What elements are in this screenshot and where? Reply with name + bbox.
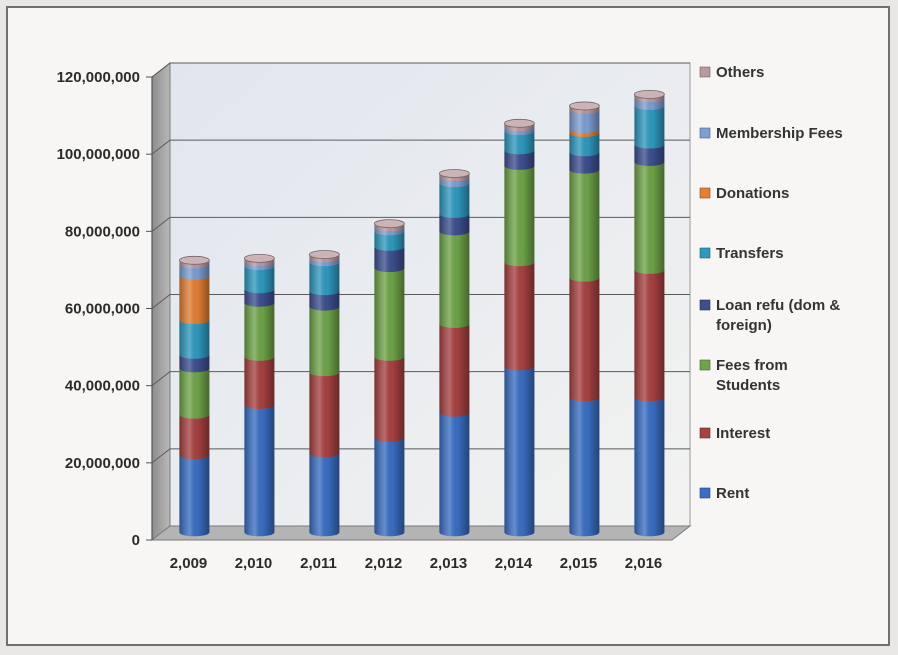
bar-segment-shading <box>504 366 535 537</box>
bar-segment-shading <box>179 368 210 419</box>
bar-segment-shading <box>569 109 600 134</box>
bar-segment-shading <box>179 264 210 280</box>
x-tick-label: 2,015 <box>560 555 598 572</box>
legend-label: Fees from <box>716 357 788 374</box>
bar-segment-shading <box>374 231 405 251</box>
bar-segment-shading <box>504 165 535 267</box>
bar-segment-shading <box>309 262 340 296</box>
x-tick-label: 2,014 <box>495 555 533 572</box>
bar-segment-shading <box>634 105 665 149</box>
bar-segment-shading <box>309 453 340 537</box>
x-tick-label: 2,011 <box>300 555 337 572</box>
legend-swatch <box>699 247 711 259</box>
x-tick-label: 2,016 <box>625 555 663 572</box>
legend-swatch <box>699 127 711 139</box>
bar-segment-shading <box>179 354 210 373</box>
legend-label: Students <box>716 377 780 394</box>
y-tick-label: 60,000,000 <box>65 301 140 318</box>
legend-swatch <box>699 487 711 499</box>
x-axis-ticks: 2,009 2,010 2,011 2,012 2,013 2,014 2,015 2,016 <box>170 555 663 572</box>
x-tick-label: 2,013 <box>430 555 468 572</box>
bars <box>178 89 665 537</box>
bar-top-cap <box>504 118 535 128</box>
y-tick-label: 40,000,000 <box>65 378 140 395</box>
legend-label: Others <box>716 64 764 81</box>
bar-segment-shading <box>634 161 665 274</box>
bar-segment-shading <box>309 291 340 311</box>
bar-segment-shading <box>374 356 405 442</box>
legend-label: Loan refu (dom & <box>716 297 840 314</box>
legend-swatch <box>699 427 711 439</box>
legend-label: Membership Fees <box>716 125 843 142</box>
bar-top-cap <box>569 101 600 111</box>
bar-segment-shading <box>569 132 600 157</box>
bar-segment-shading <box>569 277 600 402</box>
bar-segment-shading <box>569 169 600 282</box>
legend-swatch <box>699 359 711 371</box>
bar-segment-shading <box>439 412 470 537</box>
bar-segment-shading <box>244 302 275 361</box>
bar-segment-shading <box>634 144 665 166</box>
bar-segment-shading <box>439 323 470 417</box>
bar-segment-shading <box>179 414 210 460</box>
bar-top-cap <box>438 169 470 178</box>
bar-segment-shading <box>634 269 665 402</box>
legend-label: foreign) <box>716 317 772 334</box>
bar-segment-shading <box>309 372 340 458</box>
bar-segment-shading <box>569 397 600 537</box>
x-tick-label: 2,009 <box>170 555 208 572</box>
bar-segment-shading <box>244 266 275 294</box>
legend-label: Donations <box>716 185 789 202</box>
bar-segment-shading <box>504 262 535 371</box>
bar-segment-shading <box>439 231 470 328</box>
y-tick-label: 80,000,000 <box>65 223 140 240</box>
x-tick-label: 2,012 <box>365 555 403 572</box>
bar-segment-shading <box>374 268 405 361</box>
bar-segment-shading <box>634 397 665 537</box>
bar-segment-shading <box>179 320 210 359</box>
legend: Others Membership Fees Donations Transfers L… <box>699 64 843 502</box>
bar-segment-shading <box>504 131 535 155</box>
plot-floor <box>150 525 692 541</box>
y-tick-label: 120,000,000 <box>57 69 140 86</box>
legend-label: Interest <box>716 425 770 442</box>
bar-top-cap <box>373 219 405 229</box>
legend-swatch <box>699 299 711 311</box>
bar-segment-shading <box>244 289 275 307</box>
bar-segment-shading <box>179 455 210 537</box>
legend-swatch <box>699 66 711 78</box>
y-tick-label: 20,000,000 <box>65 455 140 472</box>
x-tick-label: 2,010 <box>235 555 273 572</box>
y-axis-ticks: 0 20,000,000 40,000,000 60,000,000 80,000,00… <box>57 69 152 549</box>
y-tick-label: 0 <box>132 532 140 549</box>
bar-segment-shading <box>244 404 275 537</box>
gridline <box>151 62 690 78</box>
bar-segment-shading <box>439 183 470 218</box>
bar-top-cap <box>178 255 210 265</box>
bar-top-cap <box>634 89 665 99</box>
legend-label: Rent <box>716 485 749 502</box>
bar-segment-shading <box>439 213 470 236</box>
bar-segment-shading <box>179 275 210 325</box>
bar-segment-shading <box>374 437 405 537</box>
plot-frame <box>150 61 692 542</box>
y-tick-label: 100,000,000 <box>57 146 140 163</box>
bar-top-cap <box>243 253 275 263</box>
legend-swatch <box>699 187 711 199</box>
legend-label: Transfers <box>716 245 784 262</box>
bar-segment-shading <box>309 306 340 377</box>
bar-segment-shading <box>244 356 275 409</box>
bar-segment-shading <box>569 152 600 174</box>
bar-top-cap <box>308 250 340 259</box>
bar-segment-shading <box>504 150 535 170</box>
bar-segment-shading <box>374 246 405 273</box>
